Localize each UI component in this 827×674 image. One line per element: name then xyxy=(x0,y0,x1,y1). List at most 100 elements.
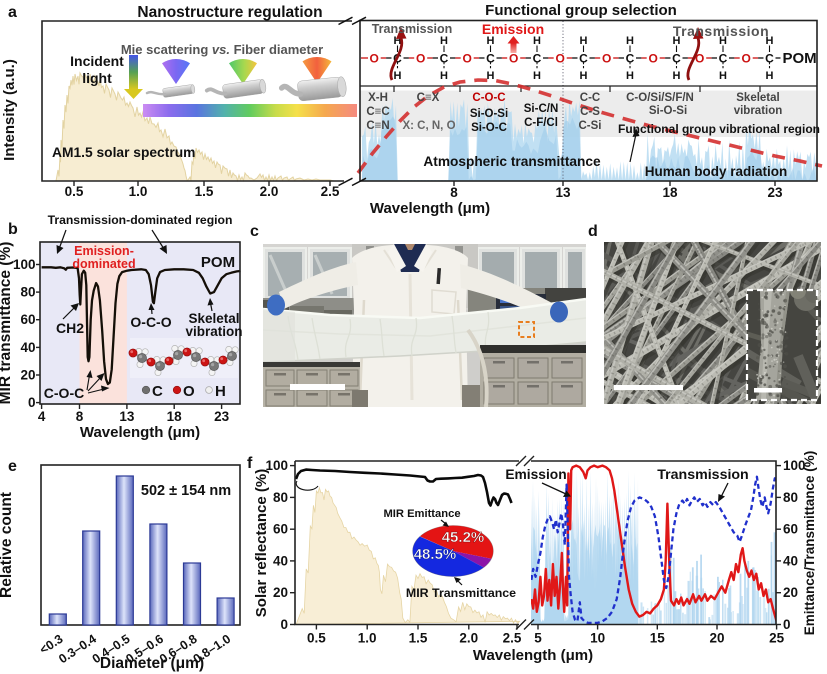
svg-text:O: O xyxy=(370,52,379,66)
svg-text:15: 15 xyxy=(650,631,666,646)
svg-text:13: 13 xyxy=(119,409,135,424)
svg-text:O: O xyxy=(509,52,518,66)
svg-text:C-C: C-C xyxy=(580,92,600,104)
svg-text:0: 0 xyxy=(783,617,791,632)
svg-text:10: 10 xyxy=(590,631,605,646)
svg-text:POM: POM xyxy=(201,254,235,271)
svg-text:a: a xyxy=(8,4,17,21)
svg-text:13: 13 xyxy=(555,185,571,200)
svg-text:d: d xyxy=(588,223,598,240)
svg-text:Emission: Emission xyxy=(505,467,566,482)
svg-text:40: 40 xyxy=(783,553,798,568)
svg-text:40: 40 xyxy=(20,340,35,355)
svg-text:20: 20 xyxy=(273,585,288,600)
svg-text:23: 23 xyxy=(767,185,783,200)
svg-text:60: 60 xyxy=(273,522,288,537)
svg-text:C≡X: C≡X xyxy=(417,92,440,104)
svg-text:dominated: dominated xyxy=(72,257,135,271)
svg-text:0: 0 xyxy=(28,395,36,410)
svg-text:20: 20 xyxy=(783,585,798,600)
svg-text:vibration: vibration xyxy=(185,324,242,339)
svg-text:H: H xyxy=(626,35,634,47)
svg-text:O: O xyxy=(463,52,472,66)
svg-text:f: f xyxy=(247,455,253,472)
svg-text:Functional group selection: Functional group selection xyxy=(485,2,677,19)
svg-text:1.5: 1.5 xyxy=(409,631,428,646)
svg-text:Wavelength (μm): Wavelength (μm) xyxy=(370,200,490,217)
svg-text:H: H xyxy=(580,35,588,47)
svg-text:C-O-C: C-O-C xyxy=(472,92,505,104)
svg-text:H: H xyxy=(719,70,727,82)
svg-text:5: 5 xyxy=(534,631,542,646)
svg-text:1.5: 1.5 xyxy=(195,184,214,199)
svg-text:O-C-O: O-C-O xyxy=(130,314,171,330)
svg-text:Transmission-dominated region: Transmission-dominated region xyxy=(48,213,233,227)
svg-text:Nanostructure regulation: Nanostructure regulation xyxy=(137,4,322,21)
svg-text:Transmission: Transmission xyxy=(673,23,769,39)
svg-text:light: light xyxy=(82,70,112,86)
svg-text:2.5: 2.5 xyxy=(321,184,340,199)
svg-text:POM: POM xyxy=(783,50,817,67)
svg-text:H: H xyxy=(533,70,541,82)
svg-text:C: C xyxy=(672,52,681,66)
svg-text:O: O xyxy=(183,383,195,400)
svg-text:100: 100 xyxy=(265,458,288,473)
svg-text:H: H xyxy=(394,35,402,47)
svg-text:H: H xyxy=(580,70,588,82)
svg-text:Si-O-Si: Si-O-Si xyxy=(470,108,508,120)
svg-text:Incident: Incident xyxy=(70,53,124,69)
svg-text:Si-O-Si: Si-O-Si xyxy=(649,105,687,117)
svg-text:Skeletal: Skeletal xyxy=(188,311,239,326)
svg-text:H: H xyxy=(533,35,541,47)
svg-text:0.5: 0.5 xyxy=(307,631,326,646)
svg-text:O: O xyxy=(695,52,704,66)
svg-text:vibration: vibration xyxy=(734,105,783,117)
svg-text:18: 18 xyxy=(167,409,183,424)
svg-text:60: 60 xyxy=(783,522,798,537)
svg-text:0.5: 0.5 xyxy=(65,184,84,199)
svg-text:18: 18 xyxy=(662,185,678,200)
svg-text:Wavelength (μm): Wavelength (μm) xyxy=(80,424,200,441)
svg-text:1.0: 1.0 xyxy=(129,184,148,199)
svg-text:2.5: 2.5 xyxy=(503,631,522,646)
svg-text:C: C xyxy=(579,52,588,66)
svg-text:80: 80 xyxy=(273,490,288,505)
svg-text:H: H xyxy=(673,70,681,82)
svg-text:80: 80 xyxy=(20,285,35,300)
svg-text:Emission-: Emission- xyxy=(74,244,134,258)
svg-text:C: C xyxy=(533,52,542,66)
svg-text:8: 8 xyxy=(76,409,84,424)
svg-text:H: H xyxy=(673,35,681,47)
svg-text:60: 60 xyxy=(20,312,35,327)
svg-text:502 ± 154 nm: 502 ± 154 nm xyxy=(141,483,231,499)
svg-text:Atmospheric transmittance: Atmospheric transmittance xyxy=(423,154,601,169)
svg-text:C-Si: C-Si xyxy=(579,120,602,132)
svg-text:MIR transmittance (%): MIR transmittance (%) xyxy=(0,242,14,405)
svg-text:C≡N: C≡N xyxy=(366,120,389,132)
svg-text:8: 8 xyxy=(450,185,458,200)
svg-text:Emittance/Transmittance (%): Emittance/Transmittance (%) xyxy=(802,451,817,636)
svg-text:Transmission: Transmission xyxy=(657,467,748,483)
svg-text:H: H xyxy=(626,70,634,82)
svg-text:b: b xyxy=(8,221,18,238)
svg-text:O: O xyxy=(602,52,611,66)
svg-text:C-O/Si/S/F/N: C-O/Si/S/F/N xyxy=(626,92,694,104)
svg-text:Transmission: Transmission xyxy=(372,22,453,36)
svg-text:80: 80 xyxy=(783,490,798,505)
svg-text:23: 23 xyxy=(214,409,230,424)
svg-text:25: 25 xyxy=(769,631,785,646)
svg-text:20: 20 xyxy=(709,631,724,646)
svg-text:H: H xyxy=(766,70,774,82)
svg-text:H: H xyxy=(487,70,495,82)
svg-text:45.2%: 45.2% xyxy=(442,529,485,546)
svg-text:Si-O-C: Si-O-C xyxy=(471,122,507,134)
svg-text:Wavelength (μm): Wavelength (μm) xyxy=(473,647,593,664)
svg-text:H: H xyxy=(440,70,448,82)
svg-text:e: e xyxy=(8,458,17,475)
svg-text:0.3–0.4: 0.3–0.4 xyxy=(56,632,99,666)
svg-text:C: C xyxy=(440,52,449,66)
svg-text:2.0: 2.0 xyxy=(459,631,478,646)
svg-text:4: 4 xyxy=(38,409,46,424)
svg-text:H: H xyxy=(394,70,402,82)
svg-text:C: C xyxy=(626,52,635,66)
